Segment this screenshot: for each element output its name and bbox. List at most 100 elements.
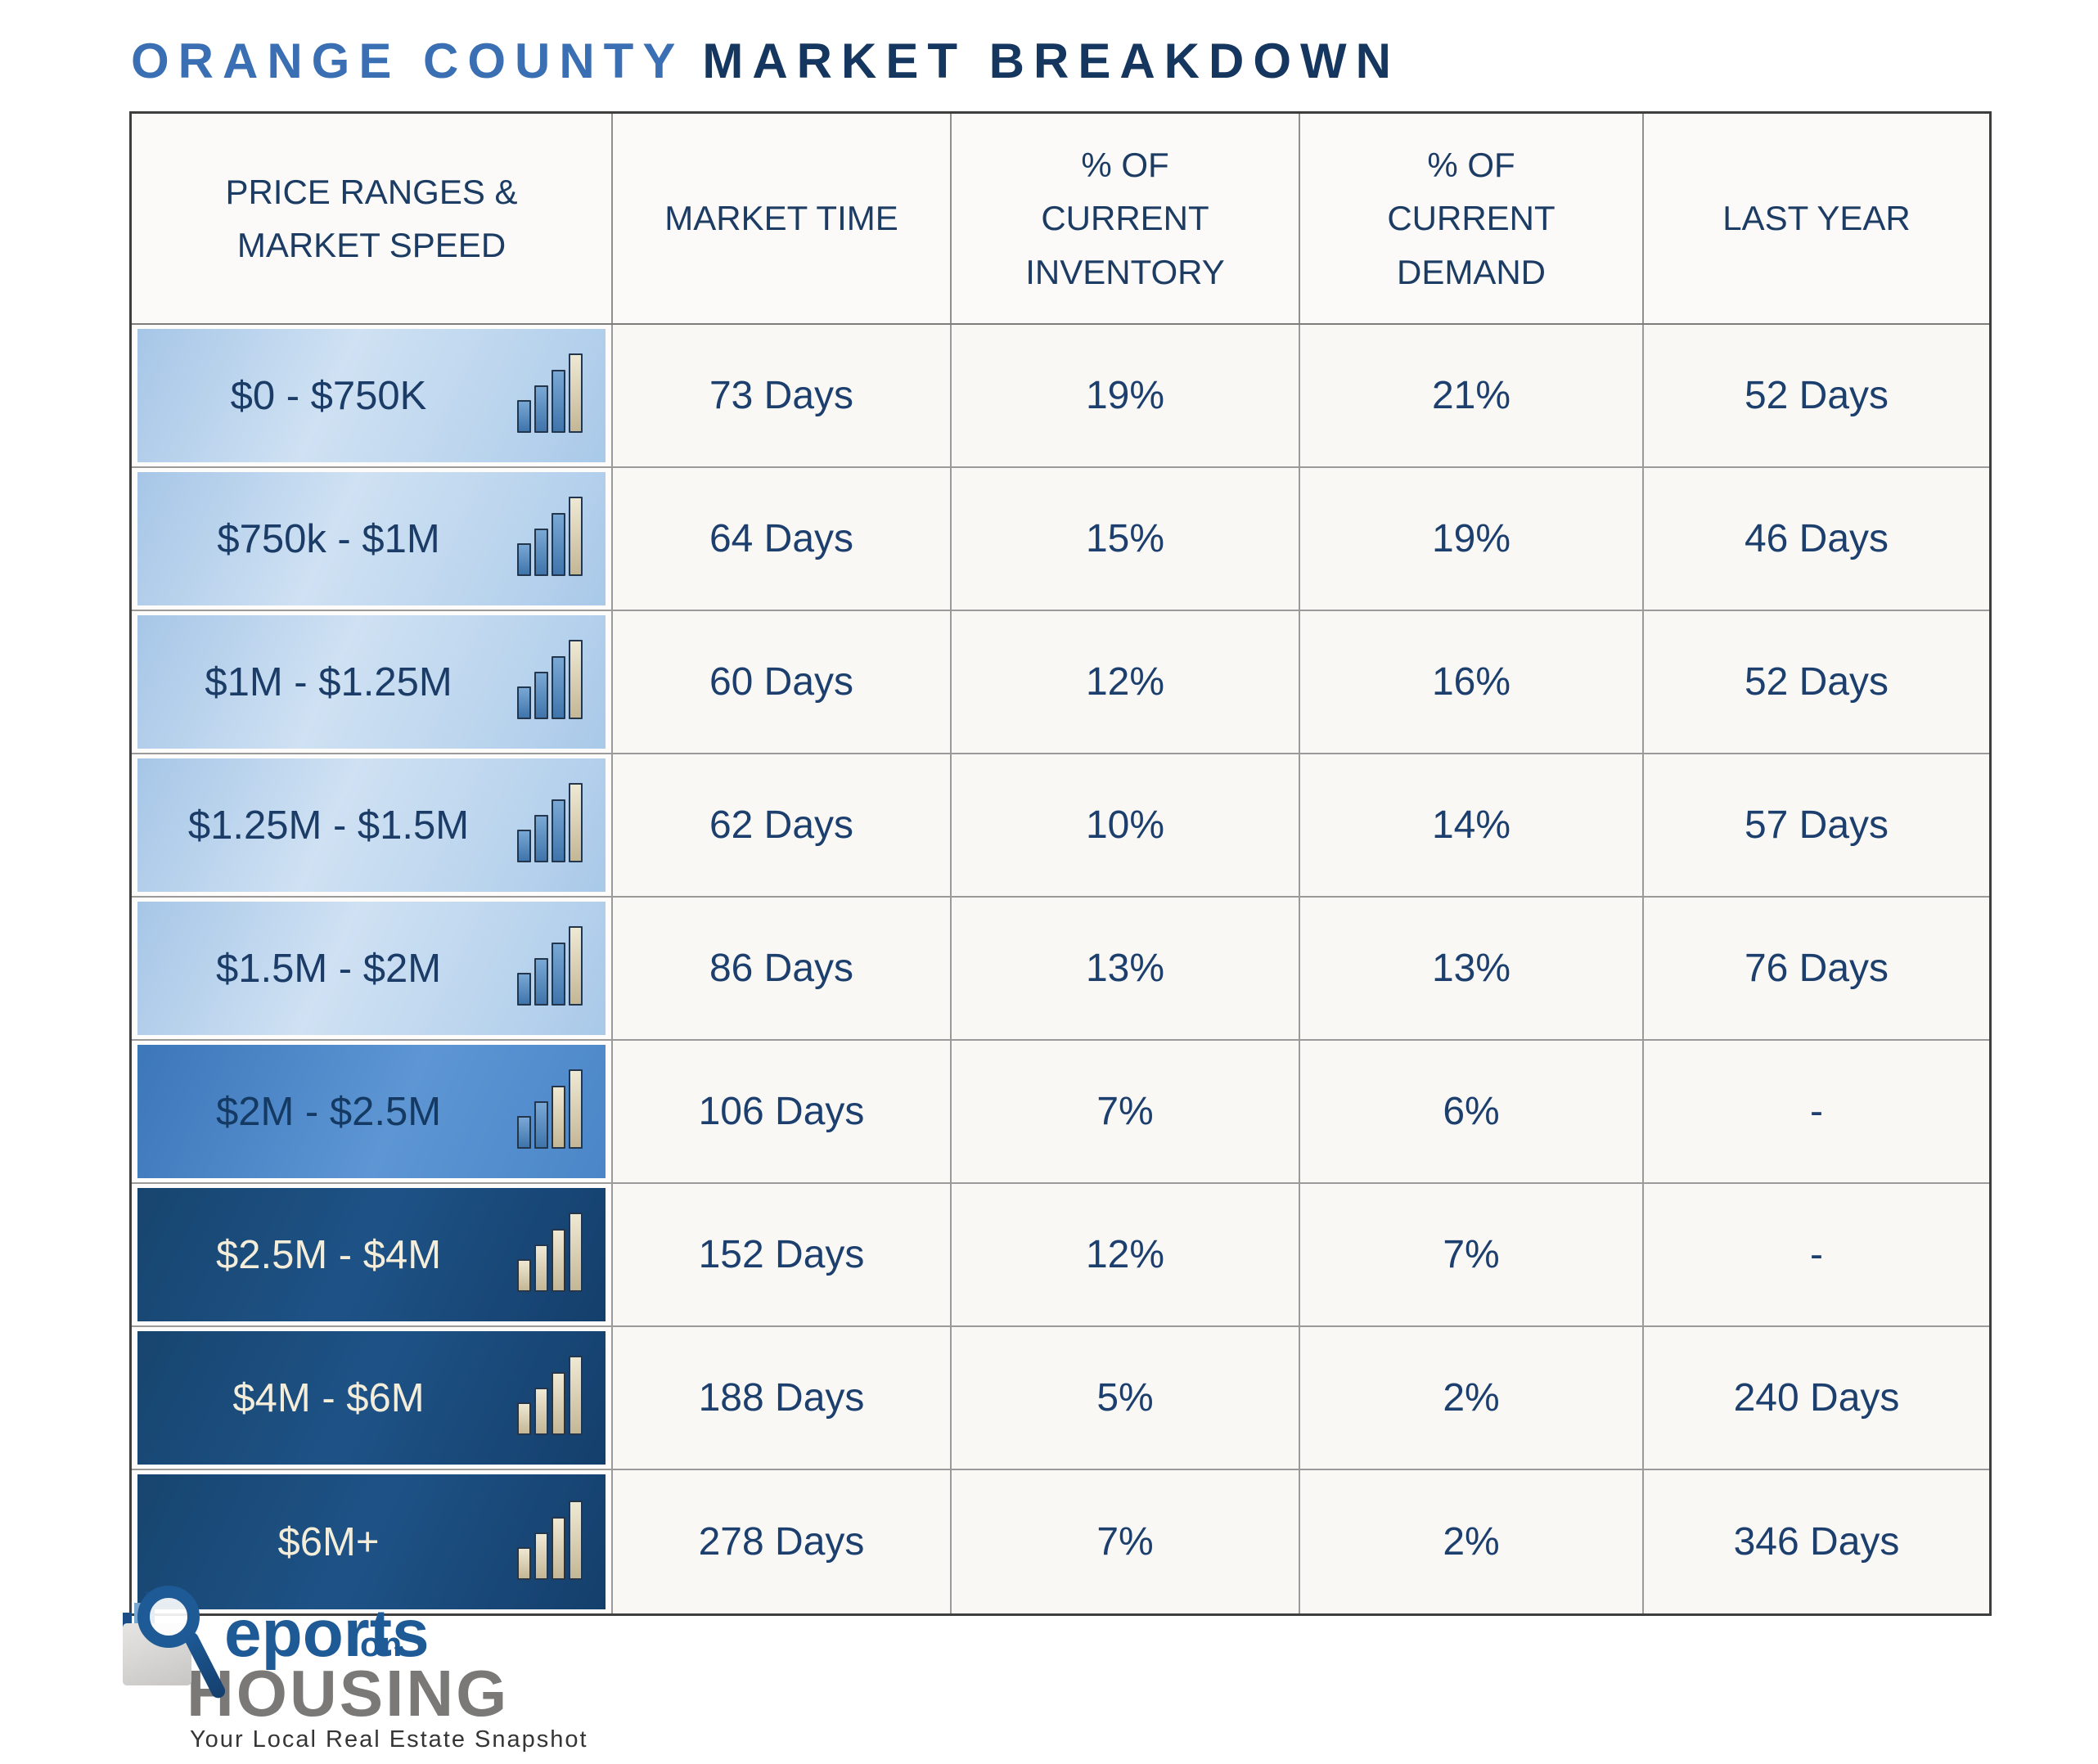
market-speed-bars-icon [517,1356,583,1435]
market-time-cell-value: 106 Days [698,1090,865,1133]
price-range-label: $1.5M - $2M [215,946,442,991]
price-range-pill: $1M - $1.25M [137,615,606,749]
market-speed-bars-icon [517,1501,583,1580]
price-range-pill: $6M+ [137,1474,606,1609]
column-header-2: % OF CURRENT INVENTORY [952,114,1300,323]
inventory-pct-cell: 19% [952,325,1300,466]
market-time-cell: 86 Days [613,898,952,1039]
table-row: $1.25M - $1.5M 62 Days 10% 14% 57 Days [132,754,1989,898]
market-speed-bars-icon [517,783,583,862]
price-range-cell: $1.5M - $2M [132,898,613,1039]
logo-reports-text: eports [224,1596,430,1671]
market-time-cell: 60 Days [613,611,952,753]
table-header-row: PRICE RANGES & MARKET SPEED MARKET TIME% … [132,114,1989,325]
inventory-pct-cell-value: 15% [1085,517,1165,560]
market-breakdown-table: PRICE RANGES & MARKET SPEED MARKET TIME% … [129,111,1992,1616]
last-year-cell-value: - [1810,1233,1823,1276]
market-time-cell-value: 86 Days [709,947,854,990]
price-range-pill: $2.5M - $4M [137,1188,606,1321]
last-year-cell: - [1644,1184,1989,1325]
price-range-label: $6M+ [277,1519,380,1564]
price-range-label: $750k - $1M [217,516,440,561]
page-title-county: ORANGE COUNTY [131,34,685,88]
price-range-cell: $6M+ [132,1470,613,1613]
inventory-pct-cell: 12% [952,611,1300,753]
inventory-pct-cell: 7% [952,1470,1300,1613]
logo-housing-text: HOUSING [187,1657,510,1730]
last-year-cell-value: 57 Days [1744,803,1889,847]
demand-pct-cell: 2% [1300,1470,1644,1613]
market-time-cell-value: 64 Days [709,517,854,560]
inventory-pct-cell-value: 7% [1096,1090,1154,1133]
last-year-cell-value: - [1810,1090,1823,1133]
market-time-cell: 73 Days [613,325,952,466]
price-range-cell: $1.25M - $1.5M [132,754,613,896]
column-header-3: % OF CURRENT DEMAND [1300,114,1644,323]
price-range-label: $2M - $2.5M [215,1089,442,1134]
market-time-cell: 278 Days [613,1470,952,1613]
price-range-pill: $1.25M - $1.5M [137,758,606,892]
inventory-pct-cell-value: 19% [1085,374,1165,417]
price-range-label: $1M - $1.25M [205,659,452,704]
last-year-cell: - [1644,1041,1989,1182]
demand-pct-cell-value: 19% [1431,517,1511,560]
price-range-label: $1.25M - $1.5M [187,803,470,848]
inventory-pct-cell: 7% [952,1041,1300,1182]
demand-pct-cell-value: 7% [1443,1233,1500,1276]
table-row: $6M+ 278 Days 7% 2% 346 Days [132,1470,1989,1613]
inventory-pct-cell-value: 5% [1096,1376,1154,1420]
market-time-cell-value: 62 Days [709,803,854,847]
logo-tagline: Your Local Real Estate Snapshot [190,1726,588,1753]
market-time-cell: 106 Days [613,1041,952,1182]
inventory-pct-cell: 10% [952,754,1300,896]
market-speed-bars-icon [517,353,583,433]
page-title-breakdown: MARKET BREAKDOWN [702,34,1400,88]
price-range-pill: $750k - $1M [137,472,606,605]
column-header-0: PRICE RANGES & MARKET SPEED [132,114,613,323]
table-row: $4M - $6M 188 Days 5% 2% 240 Days [132,1327,1989,1470]
market-time-cell: 62 Days [613,754,952,896]
page-title: ORANGE COUNTY MARKET BREAKDOWN [131,33,1400,89]
reports-on-housing-logo: eports on HOUSING Your Local Real Estate… [121,1586,743,1764]
table-row: $750k - $1M 64 Days 15% 19% 46 Days [132,468,1989,611]
last-year-cell-value: 52 Days [1744,374,1889,417]
price-range-cell: $2.5M - $4M [132,1184,613,1325]
table-row: $1M - $1.25M 60 Days 12% 16% 52 Days [132,611,1989,754]
inventory-pct-cell: 12% [952,1184,1300,1325]
price-range-pill: $0 - $750K [137,329,606,462]
market-time-cell-value: 278 Days [698,1520,865,1564]
market-time-cell: 152 Days [613,1184,952,1325]
inventory-pct-cell-value: 12% [1085,1233,1165,1276]
inventory-pct-cell-value: 12% [1085,660,1165,704]
last-year-cell: 76 Days [1644,898,1989,1039]
demand-pct-cell: 2% [1300,1327,1644,1469]
demand-pct-cell: 21% [1300,325,1644,466]
table-row: $2M - $2.5M 106 Days 7% 6% - [132,1041,1989,1184]
inventory-pct-cell: 15% [952,468,1300,610]
last-year-cell: 57 Days [1644,754,1989,896]
logo-on-text: on [360,1625,403,1663]
price-range-cell: $0 - $750K [132,325,613,466]
inventory-pct-cell-value: 7% [1096,1520,1154,1564]
price-range-cell: $4M - $6M [132,1327,613,1469]
last-year-cell: 52 Days [1644,611,1989,753]
market-speed-bars-icon [517,640,583,719]
demand-pct-cell: 13% [1300,898,1644,1039]
price-range-pill: $2M - $2.5M [137,1045,606,1178]
table-row: $1.5M - $2M 86 Days 13% 13% 76 Days [132,898,1989,1041]
price-range-label: $0 - $750K [230,373,427,418]
table-body: $0 - $750K 73 Days 19% 21% 52 Days $750k - $1… [132,325,1989,1613]
market-speed-bars-icon [517,497,583,576]
last-year-cell: 240 Days [1644,1327,1989,1469]
demand-pct-cell: 14% [1300,754,1644,896]
price-range-cell: $750k - $1M [132,468,613,610]
price-range-pill: $4M - $6M [137,1331,606,1465]
demand-pct-cell: 7% [1300,1184,1644,1325]
table-row: $0 - $750K 73 Days 19% 21% 52 Days [132,325,1989,468]
market-speed-bars-icon [517,1213,583,1292]
inventory-pct-cell-value: 13% [1085,947,1165,990]
column-header-4: LAST YEAR [1722,199,1911,238]
demand-pct-cell-value: 16% [1431,660,1511,704]
market-time-cell: 188 Days [613,1327,952,1469]
market-time-cell-value: 152 Days [698,1233,865,1276]
